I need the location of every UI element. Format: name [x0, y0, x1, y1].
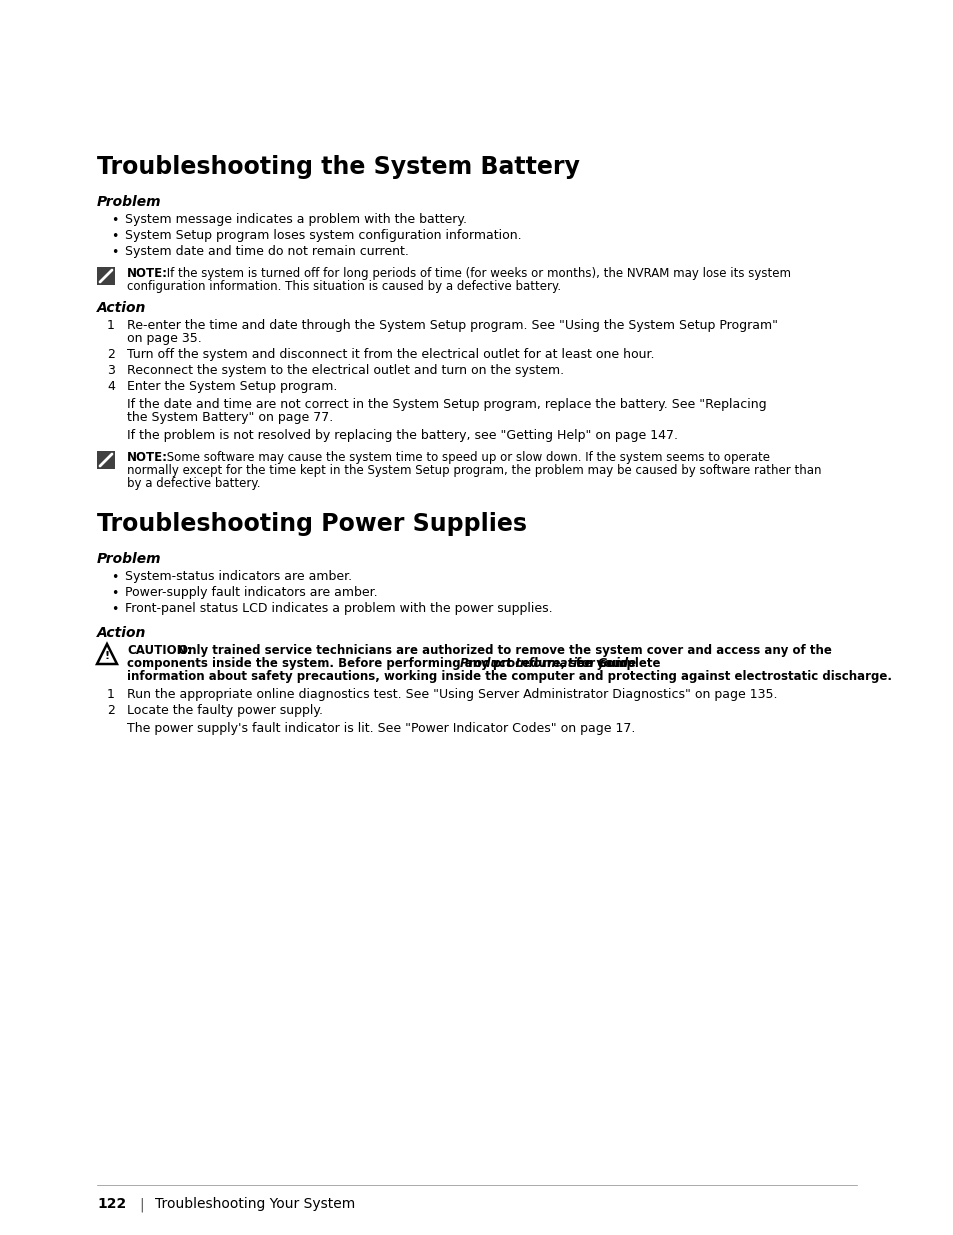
- Text: Re-enter the time and date through the System Setup program. See "Using the Syst: Re-enter the time and date through the S…: [127, 319, 778, 332]
- Text: Turn off the system and disconnect it from the electrical outlet for at least on: Turn off the system and disconnect it fr…: [127, 348, 654, 361]
- Text: Enter the System Setup program.: Enter the System Setup program.: [127, 380, 337, 393]
- Text: 2: 2: [107, 348, 114, 361]
- Text: information about safety precautions, working inside the computer and protecting: information about safety precautions, wo…: [127, 671, 891, 683]
- Text: System date and time do not remain current.: System date and time do not remain curre…: [125, 245, 409, 258]
- Text: Action: Action: [97, 301, 146, 315]
- Text: Run the appropriate online diagnostics test. See "Using Server Administrator Dia: Run the appropriate online diagnostics t…: [127, 688, 777, 701]
- Text: •: •: [111, 230, 118, 243]
- Text: System message indicates a problem with the battery.: System message indicates a problem with …: [125, 212, 467, 226]
- Text: •: •: [111, 246, 118, 259]
- Text: Troubleshooting Power Supplies: Troubleshooting Power Supplies: [97, 513, 526, 536]
- Text: normally except for the time kept in the System Setup program, the problem may b: normally except for the time kept in the…: [127, 464, 821, 477]
- Text: Problem: Problem: [97, 195, 161, 209]
- Text: System-status indicators are amber.: System-status indicators are amber.: [125, 571, 352, 583]
- Text: 122: 122: [97, 1197, 126, 1212]
- Text: |: |: [139, 1197, 144, 1212]
- Text: Locate the faulty power supply.: Locate the faulty power supply.: [127, 704, 323, 718]
- Text: Troubleshooting Your System: Troubleshooting Your System: [154, 1197, 355, 1212]
- Text: NOTE:: NOTE:: [127, 451, 168, 464]
- Text: If the problem is not resolved by replacing the battery, see "Getting Help" on p: If the problem is not resolved by replac…: [127, 429, 678, 442]
- Text: System Setup program loses system configuration information.: System Setup program loses system config…: [125, 228, 521, 242]
- Text: 3: 3: [107, 364, 114, 377]
- Text: The power supply's fault indicator is lit. See "Power Indicator Codes" on page 1: The power supply's fault indicator is li…: [127, 722, 635, 735]
- Text: Troubleshooting the System Battery: Troubleshooting the System Battery: [97, 156, 579, 179]
- Text: Reconnect the system to the electrical outlet and turn on the system.: Reconnect the system to the electrical o…: [127, 364, 563, 377]
- Bar: [97, 267, 115, 285]
- Text: Only trained service technicians are authorized to remove the system cover and a: Only trained service technicians are aut…: [173, 643, 831, 657]
- Text: Action: Action: [97, 626, 146, 640]
- Text: 4: 4: [107, 380, 114, 393]
- Text: !: !: [104, 651, 110, 662]
- Text: on page 35.: on page 35.: [127, 332, 201, 345]
- Text: CAUTION:: CAUTION:: [127, 643, 192, 657]
- Text: If the date and time are not correct in the System Setup program, replace the ba: If the date and time are not correct in …: [127, 398, 766, 411]
- Text: Problem: Problem: [97, 552, 161, 566]
- Text: NOTE:: NOTE:: [127, 267, 168, 280]
- Text: by a defective battery.: by a defective battery.: [127, 477, 260, 490]
- Text: the System Battery" on page 77.: the System Battery" on page 77.: [127, 411, 333, 424]
- Text: •: •: [111, 571, 118, 584]
- Text: configuration information. This situation is caused by a defective battery.: configuration information. This situatio…: [127, 280, 560, 293]
- Text: for complete: for complete: [572, 657, 659, 671]
- Text: components inside the system. Before performing any procedure, see your: components inside the system. Before per…: [127, 657, 630, 671]
- Text: 1: 1: [107, 319, 114, 332]
- Text: Power-supply fault indicators are amber.: Power-supply fault indicators are amber.: [125, 585, 377, 599]
- Text: •: •: [111, 603, 118, 616]
- Text: •: •: [111, 587, 118, 600]
- Text: Front-panel status LCD indicates a problem with the power supplies.: Front-panel status LCD indicates a probl…: [125, 601, 552, 615]
- Text: If the system is turned off for long periods of time (for weeks or months), the : If the system is turned off for long per…: [163, 267, 790, 280]
- Text: Some software may cause the system time to speed up or slow down. If the system : Some software may cause the system time …: [163, 451, 769, 464]
- Text: •: •: [111, 214, 118, 227]
- Text: 2: 2: [107, 704, 114, 718]
- Text: 1: 1: [107, 688, 114, 701]
- Text: Product Information Guide: Product Information Guide: [459, 657, 635, 671]
- Bar: [97, 451, 115, 469]
